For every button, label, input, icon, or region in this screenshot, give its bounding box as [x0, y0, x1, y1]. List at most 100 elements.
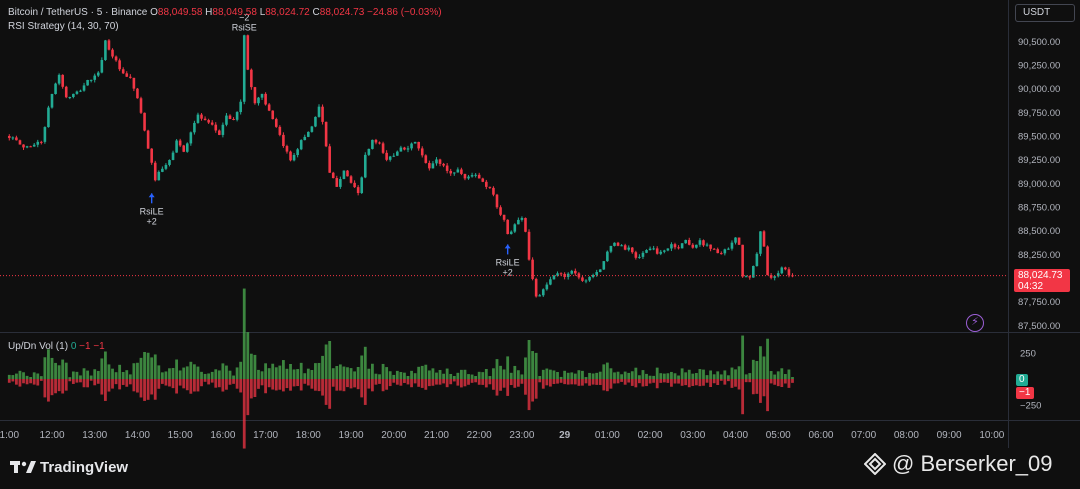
long-entry-signal[interactable]: RsiLE+2 [140, 193, 164, 226]
candle [7, 134, 11, 141]
volume-bar [687, 369, 691, 388]
candle [477, 172, 481, 179]
candle [303, 134, 307, 141]
candle [189, 131, 193, 146]
candle [673, 242, 677, 250]
strategy-name[interactable]: RSI Strategy (14, 30, 70) [8, 21, 119, 32]
candle [57, 73, 61, 86]
volume-bar [438, 369, 442, 385]
candle [527, 229, 531, 261]
candle [246, 34, 250, 71]
volume-bar [125, 370, 129, 387]
volume-bar [353, 371, 356, 388]
volume-down-tag: −1 [1016, 387, 1034, 399]
volume-bar [456, 372, 460, 386]
price-tick-label: 89,750.00 [1018, 108, 1060, 119]
volume-bar [392, 374, 396, 383]
price-tick-label: 87,750.00 [1018, 297, 1060, 308]
symbol-legend[interactable]: Bitcoin / TetherUS · 5 · Binance O88,049… [8, 6, 442, 19]
volume-bar [563, 370, 567, 385]
candle [584, 279, 588, 284]
candle [435, 157, 438, 166]
candle [342, 170, 346, 180]
volume-bar [605, 362, 609, 392]
volume-bar [260, 371, 264, 386]
close-value: 88,024.73 [319, 7, 365, 18]
volume-bar [467, 374, 470, 385]
volume-bar [303, 373, 307, 384]
volume-bar [694, 373, 698, 386]
candle [107, 39, 111, 51]
price-tick-label: 88,250.00 [1018, 250, 1060, 261]
volume-bar [239, 361, 243, 393]
signal-qty: −2 [239, 13, 249, 23]
volume-bar [207, 373, 211, 385]
volume-bar [196, 366, 200, 392]
time-tick-label: 18:00 [296, 430, 321, 441]
open-value: 88,049.58 [157, 7, 203, 18]
candle [299, 139, 303, 151]
volume-indicator-name[interactable]: Up/Dn Vol (1) [8, 341, 69, 352]
candle [549, 276, 552, 286]
candle [257, 96, 260, 106]
time-tick-label: 19:00 [339, 430, 364, 441]
candle [335, 175, 339, 187]
candle [75, 90, 79, 95]
currency-button[interactable]: USDT [1015, 4, 1075, 22]
candle [143, 112, 146, 132]
time-tick-label: 1:00 [0, 430, 19, 441]
volume-bar [531, 351, 534, 402]
long-entry-signal[interactable]: RsiLE+2 [496, 244, 520, 277]
candle [207, 118, 210, 124]
candle [737, 237, 741, 245]
candle [520, 216, 524, 222]
volume-bar [712, 374, 716, 384]
candle [392, 153, 396, 158]
volume-bar [566, 372, 570, 385]
candle [776, 270, 780, 278]
volume-bar [43, 357, 47, 398]
candle [509, 230, 513, 235]
candle [606, 250, 609, 262]
time-axis[interactable]: 1:00 12:00 13:00 14:00 15:00 16:00 17:00 18:00 1… [0, 430, 1005, 441]
tradingview-logo[interactable]: TradingView [10, 457, 128, 477]
volume-bar [670, 371, 673, 387]
symbol-name[interactable]: Bitcoin / TetherUS · 5 · Binance [8, 7, 148, 18]
volume-bar [182, 367, 186, 389]
volume-bar [766, 338, 769, 412]
strategy-legend[interactable]: RSI Strategy (14, 30, 70) [8, 20, 119, 33]
diamond-icon [864, 453, 886, 475]
volume-bar [627, 372, 631, 383]
volume-bar [513, 365, 517, 388]
author-watermark: @ Berserker_09 [864, 449, 1053, 479]
volume-bar [460, 369, 463, 388]
volume-bar [556, 371, 559, 384]
volume-bar [367, 368, 371, 389]
current-price-value: 88,024.73 [1018, 270, 1063, 281]
volume-bar [524, 357, 527, 395]
volume-legend[interactable]: Up/Dn Vol (1) 0 −1 −1 [8, 340, 105, 353]
lightning-icon[interactable]: ⚡ [966, 314, 984, 332]
close-label: C [312, 7, 320, 18]
candle [424, 154, 428, 164]
candle [64, 85, 68, 99]
volume-bar [776, 371, 780, 387]
candle [702, 239, 705, 247]
candle [203, 116, 207, 121]
candle [680, 243, 684, 249]
volume-bar [630, 371, 634, 386]
volume-bar [666, 373, 670, 383]
candle [360, 176, 364, 194]
volume-bar [25, 375, 29, 385]
price-tick-label: 89,000.00 [1018, 179, 1060, 190]
candle [210, 120, 214, 126]
volume-bar [278, 365, 282, 390]
candle [709, 244, 712, 252]
candle [506, 219, 509, 235]
volume-tick-label: 250 [1020, 349, 1036, 360]
volume-bar [734, 369, 737, 387]
time-tick-label: 03:00 [680, 430, 705, 441]
current-price-tag: 88,024.73 04:32 [1014, 269, 1070, 292]
